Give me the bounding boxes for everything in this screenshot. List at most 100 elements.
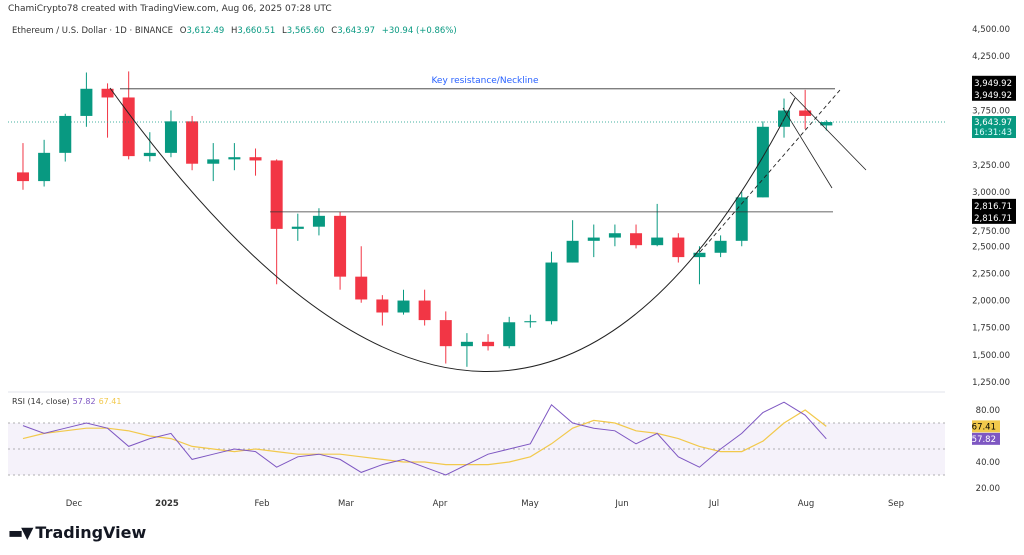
candle-body: [16, 172, 29, 182]
last-price-label: 3,643.97: [974, 118, 1012, 128]
candle-body: [164, 121, 177, 153]
rsi-ma-badge-label: 67.41: [972, 422, 996, 432]
candle-body: [291, 226, 304, 229]
close-value: 3,643.97: [337, 26, 376, 36]
candle-body: [59, 115, 72, 153]
candle-body: [756, 126, 769, 198]
rsi-legend: RSI (14, close) 57.82 67.41: [12, 397, 121, 406]
bar-countdown-label: 16:31:43: [974, 128, 1012, 138]
candle-body: [143, 152, 156, 157]
price-tick-label: 2,000.00: [972, 297, 1010, 307]
rsi-badge-label: 57.82: [972, 435, 996, 445]
open-label: O: [179, 26, 187, 36]
candle-body: [545, 262, 558, 322]
candle-body: [270, 160, 283, 229]
candle-body: [376, 299, 389, 313]
channel-lower-line: [782, 107, 833, 189]
low-label: L: [281, 26, 287, 36]
level-price-badge: [972, 198, 1016, 224]
candle-body: [397, 300, 410, 313]
time-tick-label: 2025: [155, 499, 179, 509]
change-value: +30.94 (+0.86%): [381, 26, 457, 36]
open-value: 3,612.49: [186, 26, 225, 36]
price-tick-label: 2,250.00: [972, 269, 1010, 279]
price-tick-label: 3,250.00: [972, 161, 1010, 171]
level-price-label: 2,816.71: [974, 214, 1012, 224]
neckline-annotation: Key resistance/Neckline: [431, 76, 538, 86]
candle-body: [80, 88, 93, 116]
candle-body: [355, 276, 368, 300]
last-price-badge: [972, 116, 1016, 139]
rsi-ma-value: 67.41: [98, 397, 122, 406]
rsi-ma-badge: [972, 420, 1000, 433]
symbol-name[interactable]: Ethereum / U.S. Dollar · 1D · BINANCE: [12, 26, 174, 36]
candle-body: [503, 322, 516, 347]
candle-body: [630, 233, 643, 246]
rsi-tick-label: 80.00: [976, 406, 1000, 416]
time-tick-label: Jun: [614, 499, 628, 509]
candle-body: [228, 157, 241, 160]
candle-body: [418, 300, 431, 321]
price-tick-label: 1,750.00: [972, 324, 1010, 334]
low-value: 3,565.60: [286, 26, 325, 36]
price-tick-label: 3,750.00: [972, 107, 1010, 117]
price-tick-label: 3,000.00: [972, 188, 1010, 198]
brand-name: TradingView: [35, 523, 147, 542]
candle-body: [714, 240, 727, 253]
candle-body: [38, 152, 51, 182]
time-tick-label: Apr: [433, 499, 448, 509]
price-tick-label: 1,500.00: [972, 351, 1010, 361]
candle-body: [693, 252, 706, 258]
tradingview-logo: ▬▼ TradingView: [8, 523, 146, 542]
rsi-tick-label: 20.00: [976, 484, 1000, 494]
candle-body: [672, 237, 685, 258]
chart-credit: ChamiCrypto78 created with TradingView.c…: [8, 4, 332, 14]
candle-body: [799, 110, 812, 116]
rsi-line: [22, 401, 827, 476]
price-tick-label: 4,500.00: [972, 25, 1010, 35]
price-tick-label: 2,500.00: [972, 242, 1010, 252]
candle-body: [186, 121, 199, 164]
candle-body: [482, 341, 495, 347]
tradingview-logo-icon: ▬▼: [8, 523, 33, 542]
time-tick-label: Mar: [338, 499, 355, 509]
candle-body: [460, 341, 473, 347]
candle-body: [587, 237, 600, 241]
time-tick-label: Feb: [254, 499, 269, 509]
high-value: 3,660.51: [237, 26, 276, 36]
candle-body: [820, 122, 833, 126]
candle-body: [608, 233, 621, 238]
level-price-label: 3,949.92: [974, 79, 1012, 89]
candle-body: [651, 237, 664, 246]
candle-body: [249, 157, 262, 161]
candle-body: [566, 240, 579, 263]
rsi-label[interactable]: RSI (14, close): [12, 397, 70, 406]
candle-body: [735, 197, 748, 241]
close-label: C: [331, 26, 338, 36]
symbol-legend: Ethereum / U.S. Dollar · 1D · BINANCE O3…: [12, 26, 457, 36]
time-tick-label: May: [521, 499, 539, 509]
trend-dashed-line: [699, 89, 841, 253]
level-price-badge: [972, 75, 1016, 101]
price-tick-label: 2,750.00: [972, 227, 1010, 237]
candle-body: [122, 97, 135, 157]
cup-curve: [109, 87, 796, 372]
time-tick-label: Sep: [888, 499, 904, 509]
time-tick-label: Aug: [798, 499, 815, 509]
candle-body: [439, 320, 452, 347]
price-tick-label: 1,250.00: [972, 378, 1010, 388]
rsi-tick-label: 40.00: [976, 458, 1000, 468]
candle-body: [312, 215, 325, 227]
level-price-label: 2,816.71: [974, 202, 1012, 212]
high-label: H: [231, 26, 238, 36]
price-tick-label: 4,250.00: [972, 52, 1010, 62]
time-tick-label: Jul: [708, 499, 719, 509]
time-tick-label: Dec: [66, 499, 83, 509]
candle-body: [524, 321, 537, 323]
rsi-value: 57.82: [72, 397, 96, 406]
rsi-badge: [972, 432, 1000, 445]
candle-body: [334, 215, 347, 277]
channel-upper-line: [789, 91, 867, 171]
candle-body: [207, 159, 220, 164]
